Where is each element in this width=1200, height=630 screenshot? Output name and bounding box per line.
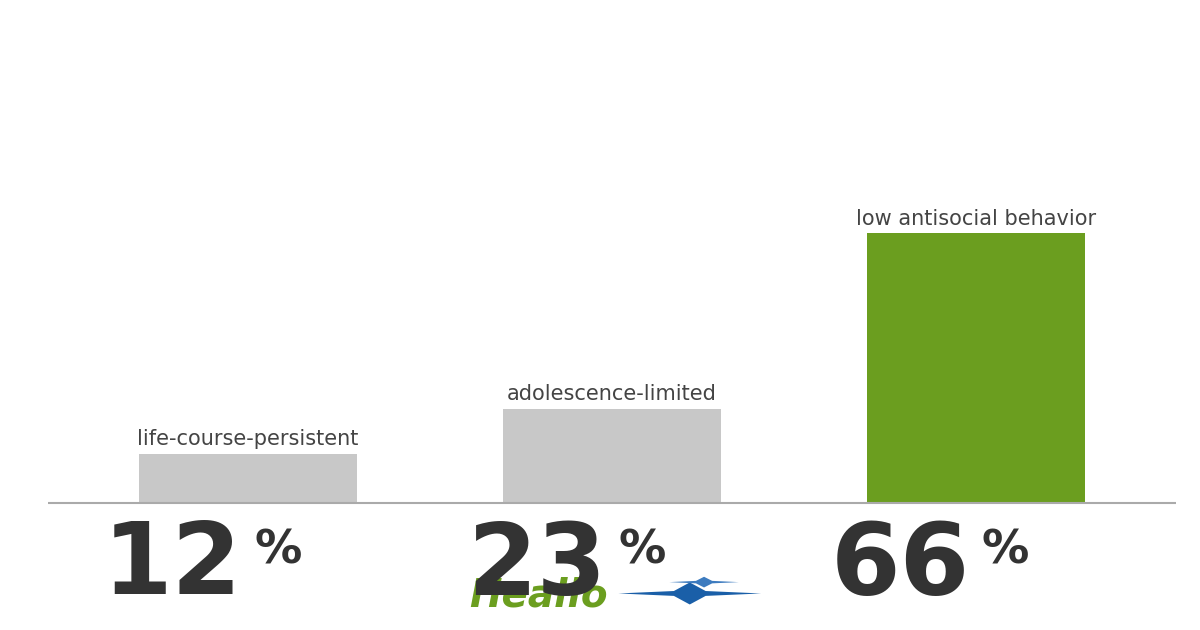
Bar (503, 409, 721, 503)
Text: 23: 23 (467, 518, 606, 616)
Bar (866, 234, 1085, 503)
Text: 12: 12 (103, 518, 242, 616)
Text: %: % (618, 529, 665, 574)
Text: low antisocial behavior: low antisocial behavior (856, 209, 1096, 229)
Text: %: % (254, 529, 301, 574)
Text: adolescence-limited: adolescence-limited (508, 384, 716, 404)
Bar (139, 454, 358, 503)
Polygon shape (618, 582, 761, 605)
Polygon shape (670, 577, 739, 587)
Text: 672 patients from the Dunedin Study classified: 672 patients from the Dunedin Study clas… (155, 38, 1045, 72)
Text: Healio: Healio (469, 576, 608, 614)
Text: by antisocial behavior: by antisocial behavior (392, 97, 808, 130)
Text: %: % (982, 529, 1030, 574)
Text: life-course-persistent: life-course-persistent (138, 428, 359, 449)
Text: 66: 66 (830, 518, 970, 616)
